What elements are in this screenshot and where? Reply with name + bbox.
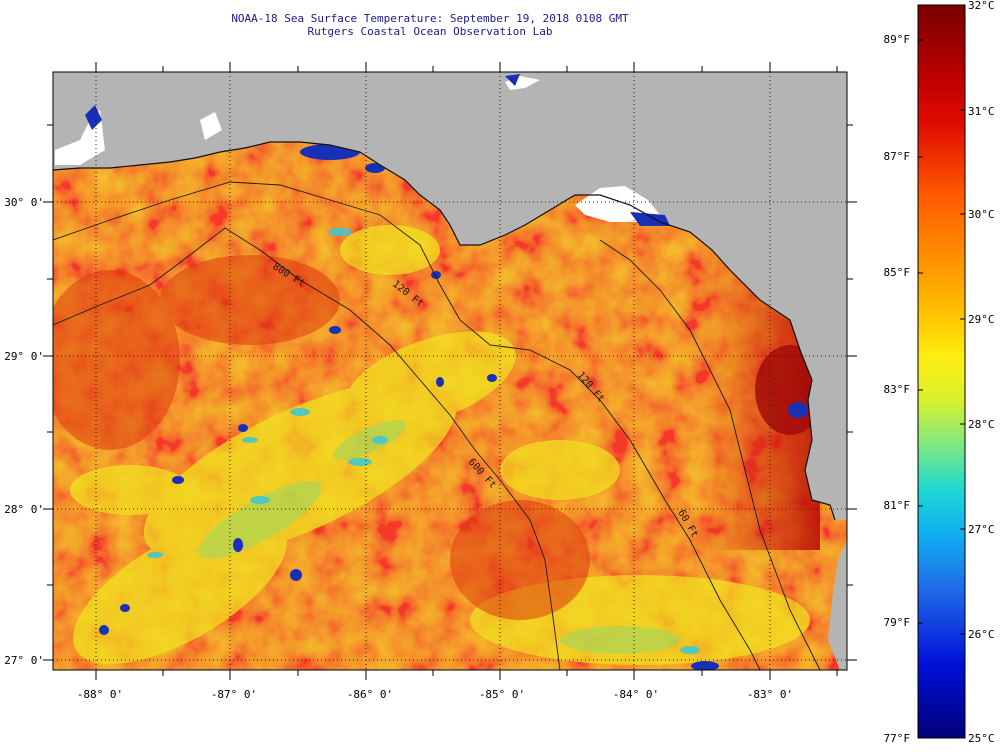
lat-label: 29° 0' — [4, 350, 44, 363]
lon-label: -86° 0' — [347, 688, 393, 701]
longitude-labels: -88° 0' -87° 0' -86° 0' -85° 0' -84° 0' … — [77, 688, 793, 701]
tick-marks — [43, 62, 857, 680]
lon-label: -85° 0' — [479, 688, 525, 701]
isobath-800ft — [53, 227, 561, 670]
green-water-patches — [198, 419, 680, 654]
land-gulf-coast-south — [828, 540, 847, 670]
lat-label: 27° 0' — [4, 654, 44, 667]
coastline — [53, 141, 836, 521]
lat-label: 28° 0' — [4, 503, 44, 516]
map-area — [53, 72, 847, 670]
isobath-120ft-north — [53, 181, 761, 670]
isobaths — [53, 181, 821, 670]
map-frame — [52, 71, 848, 671]
map-subtitle: Rutgers Coastal Ocean Observation Lab — [307, 25, 553, 38]
lon-label: -84° 0' — [613, 688, 659, 701]
graticule — [53, 72, 847, 670]
cool-cyan-spots — [147, 228, 700, 654]
lon-label: -88° 0' — [77, 688, 123, 701]
map-title: NOAA-18 Sea Surface Temperature: Septemb… — [231, 12, 629, 25]
lon-label: -83° 0' — [747, 688, 793, 701]
warm-water-patches — [53, 255, 590, 620]
lon-label: -87° 0' — [211, 688, 257, 701]
latitude-labels: 30° 0' 29° 0' 28° 0' 27° 0' — [4, 196, 44, 667]
lat-label: 30° 0' — [4, 196, 44, 209]
isobath-60ft — [599, 239, 821, 670]
land-mass — [53, 72, 847, 520]
